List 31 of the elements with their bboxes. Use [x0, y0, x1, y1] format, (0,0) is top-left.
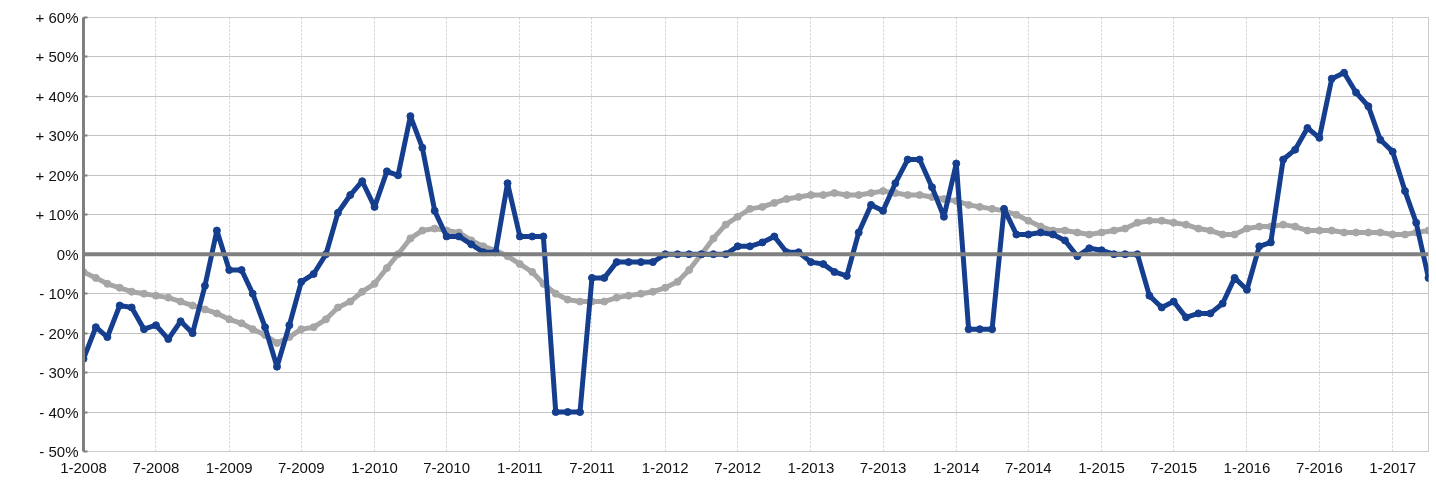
y-tick-label: 0%: [56, 245, 79, 263]
x-tick-label: 1-2013: [787, 458, 835, 476]
x-tick-label: 7-2014: [1004, 458, 1052, 476]
y-tick-label: + 30%: [35, 127, 79, 145]
x-tick-label: 1-2008: [60, 458, 107, 476]
x-tick-label: 7-2011: [569, 458, 615, 476]
x-tick-label: 1-2009: [205, 458, 253, 476]
y-tick-label: + 50%: [35, 48, 79, 66]
x-tick-label: 1-2012: [641, 458, 689, 476]
y-tick-label: - 10%: [39, 285, 79, 303]
x-tick-label: 7-2009: [277, 458, 325, 476]
y-tick-label: + 40%: [35, 87, 79, 105]
x-tick-label: 7-2012: [714, 458, 762, 476]
x-tick-label: 1-2014: [932, 458, 980, 476]
x-tick-label: 1-2011: [497, 458, 543, 476]
x-tick-label: 1-2010: [351, 458, 398, 476]
x-tick-label: 1-2016: [1223, 458, 1271, 476]
x-tick-label: 7-2013: [859, 458, 907, 476]
y-tick-label: + 60%: [35, 9, 79, 26]
x-tick-label: 1-2017: [1369, 458, 1417, 476]
y-tick-label: - 30%: [39, 364, 79, 382]
x-tick-label: 7-2016: [1296, 458, 1343, 476]
y-tick-label: + 10%: [35, 206, 79, 224]
x-tick-label: 7-2008: [132, 458, 180, 476]
y-tick-label: - 50%: [39, 443, 79, 460]
y-tick-label: + 20%: [35, 166, 79, 184]
y-tick-label: - 20%: [39, 324, 79, 342]
x-tick-label: 7-2015: [1150, 458, 1198, 476]
x-tick-label: 1-2015: [1078, 458, 1125, 476]
y-tick-label: - 40%: [39, 403, 79, 421]
x-tick-label: 7-2010: [423, 458, 470, 476]
